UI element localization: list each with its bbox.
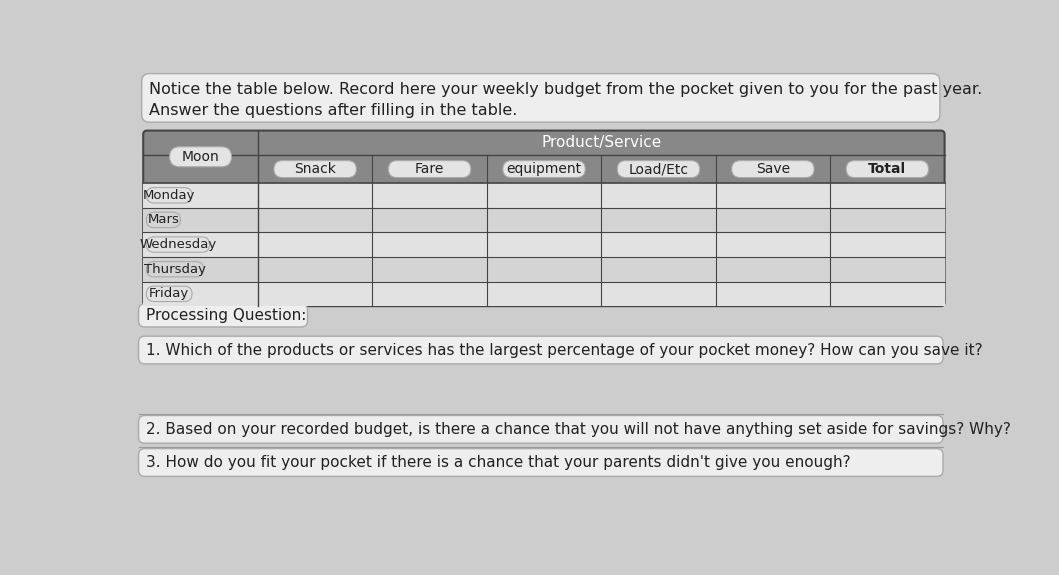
Text: Load/Etc: Load/Etc: [628, 162, 688, 176]
Bar: [143, 282, 945, 306]
Text: Mars: Mars: [147, 213, 179, 227]
FancyBboxPatch shape: [142, 74, 940, 122]
Text: Save: Save: [756, 162, 790, 176]
FancyBboxPatch shape: [846, 160, 929, 178]
Text: Moon: Moon: [182, 150, 219, 164]
Text: Wednesday: Wednesday: [140, 238, 216, 251]
FancyBboxPatch shape: [274, 160, 356, 178]
FancyBboxPatch shape: [139, 304, 307, 327]
FancyBboxPatch shape: [146, 212, 180, 228]
FancyBboxPatch shape: [139, 336, 943, 364]
Text: Monday: Monday: [143, 189, 196, 202]
FancyBboxPatch shape: [146, 237, 210, 252]
FancyBboxPatch shape: [169, 147, 232, 167]
Text: Product/Service: Product/Service: [541, 136, 662, 151]
FancyBboxPatch shape: [503, 160, 586, 178]
Text: equipment: equipment: [506, 162, 581, 176]
FancyBboxPatch shape: [139, 416, 943, 443]
FancyBboxPatch shape: [389, 160, 471, 178]
FancyBboxPatch shape: [146, 187, 192, 203]
FancyBboxPatch shape: [732, 160, 814, 178]
Bar: [143, 232, 945, 257]
Bar: [143, 257, 945, 282]
FancyBboxPatch shape: [143, 131, 945, 306]
Text: Processing Question:: Processing Question:: [145, 308, 306, 323]
FancyBboxPatch shape: [146, 262, 203, 277]
Text: Snack: Snack: [294, 162, 336, 176]
Text: 1. Which of the products or services has the largest percentage of your pocket m: 1. Which of the products or services has…: [146, 343, 983, 358]
Text: 3. How do you fit your pocket if there is a chance that your parents didn't give: 3. How do you fit your pocket if there i…: [146, 455, 851, 470]
Bar: [143, 208, 945, 232]
Text: Total: Total: [868, 162, 907, 176]
FancyBboxPatch shape: [139, 448, 943, 476]
FancyBboxPatch shape: [146, 286, 192, 301]
Text: Friday: Friday: [149, 288, 190, 300]
Bar: [143, 183, 945, 208]
Text: Thursday: Thursday: [144, 263, 207, 275]
FancyBboxPatch shape: [617, 160, 700, 178]
Text: Notice the table below. Record here your weekly budget from the pocket given to : Notice the table below. Record here your…: [149, 82, 983, 118]
Text: 2. Based on your recorded budget, is there a chance that you will not have anyth: 2. Based on your recorded budget, is the…: [146, 422, 1011, 437]
Text: Fare: Fare: [415, 162, 445, 176]
